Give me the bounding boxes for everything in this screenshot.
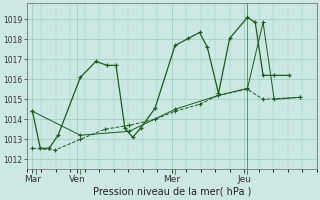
X-axis label: Pression niveau de la mer( hPa ): Pression niveau de la mer( hPa ): [92, 187, 251, 197]
